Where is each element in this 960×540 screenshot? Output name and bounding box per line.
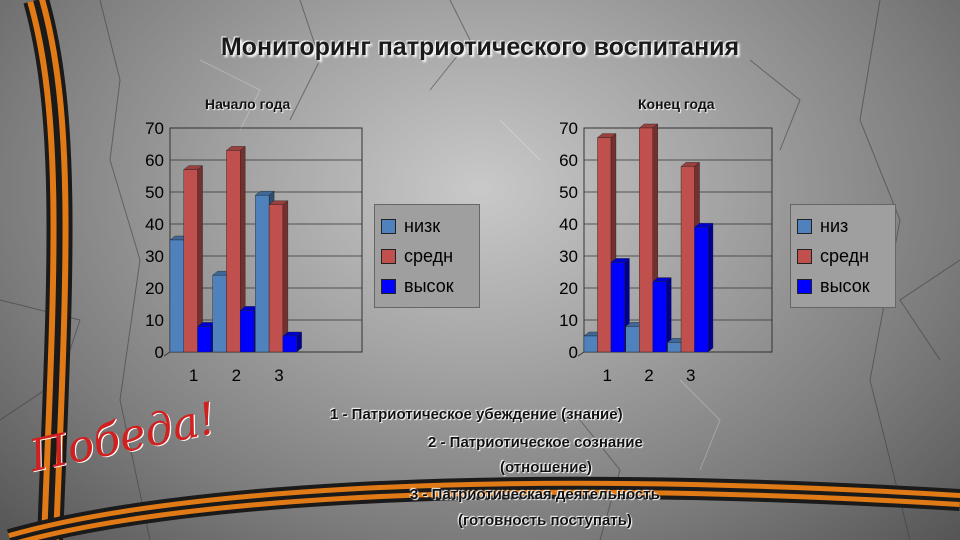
caption-2: 2 - Патриотическое сознание (428, 434, 643, 451)
y-tick-label: 70 (145, 119, 164, 138)
bar (639, 127, 653, 353)
x-tick-label: 3 (274, 366, 283, 385)
y-tick-label: 70 (559, 119, 578, 138)
y-tick-label: 50 (145, 183, 164, 202)
chart-2-title: Конец года (638, 96, 715, 112)
legend-label: низк (404, 215, 441, 236)
legend-label: высок (820, 275, 870, 296)
caption-1: 1 - Патриотическое убеждение (знание) (330, 406, 623, 423)
axis-depth (577, 351, 585, 357)
caption-3-sub: (готовность поступать) (458, 512, 632, 529)
legend-swatch (797, 218, 812, 234)
bar (625, 326, 640, 353)
legend-label: низ (820, 215, 849, 236)
bar (667, 342, 682, 353)
x-tick-label: 1 (602, 366, 611, 385)
legend-item: средн (797, 241, 889, 271)
x-tick-label: 1 (189, 366, 198, 385)
bar (268, 204, 284, 353)
y-tick-label: 60 (559, 151, 578, 170)
y-tick-label: 20 (559, 279, 578, 298)
caption-3: 3 - Патриотическая деятельность (410, 486, 660, 503)
legend-item: высок (381, 271, 473, 301)
axis-depth (163, 351, 171, 357)
bar (282, 335, 297, 353)
bar-side (707, 222, 714, 353)
bar (226, 150, 241, 353)
y-tick-label: 30 (145, 247, 164, 266)
y-tick-label: 10 (145, 311, 164, 330)
legend-item: низ (797, 211, 889, 241)
bar (597, 137, 612, 353)
y-tick-label: 50 (559, 183, 578, 202)
caption-2-sub: (отношение) (500, 459, 592, 476)
bar (694, 226, 709, 353)
legend-swatch (797, 278, 812, 294)
x-tick-label: 2 (232, 366, 241, 385)
x-tick-label: 2 (644, 366, 653, 385)
y-tick-label: 20 (145, 279, 164, 298)
slide-title: Мониторинг патриотического воспитания (220, 33, 740, 61)
legend-label: средн (820, 245, 870, 266)
bar (239, 310, 255, 353)
bar (583, 335, 598, 353)
legend-item: средн (381, 241, 473, 271)
bar (652, 281, 667, 353)
legend-label: средн (404, 245, 454, 266)
legend-swatch (797, 248, 812, 264)
bar (610, 262, 625, 353)
y-tick-label: 40 (145, 215, 164, 234)
legend-label: высок (404, 275, 454, 296)
chart-1-title: Начало года (205, 96, 291, 112)
y-tick-label: 30 (559, 247, 578, 266)
bar (680, 166, 695, 353)
y-tick-label: 0 (569, 343, 578, 362)
legend-swatch (381, 248, 396, 264)
bar (183, 169, 198, 353)
y-tick-label: 10 (559, 311, 578, 330)
legend-swatch (381, 218, 396, 234)
legend-item: низк (381, 211, 473, 241)
chart-1-legend: низк средн высок (374, 204, 480, 308)
legend-item: высок (797, 271, 889, 301)
y-tick-label: 0 (155, 343, 164, 362)
y-tick-label: 40 (559, 215, 578, 234)
legend-swatch (381, 278, 396, 294)
x-tick-label: 3 (686, 366, 695, 385)
chart-2-legend: низ средн высок (790, 204, 896, 308)
bar (197, 326, 212, 353)
y-tick-label: 60 (145, 151, 164, 170)
